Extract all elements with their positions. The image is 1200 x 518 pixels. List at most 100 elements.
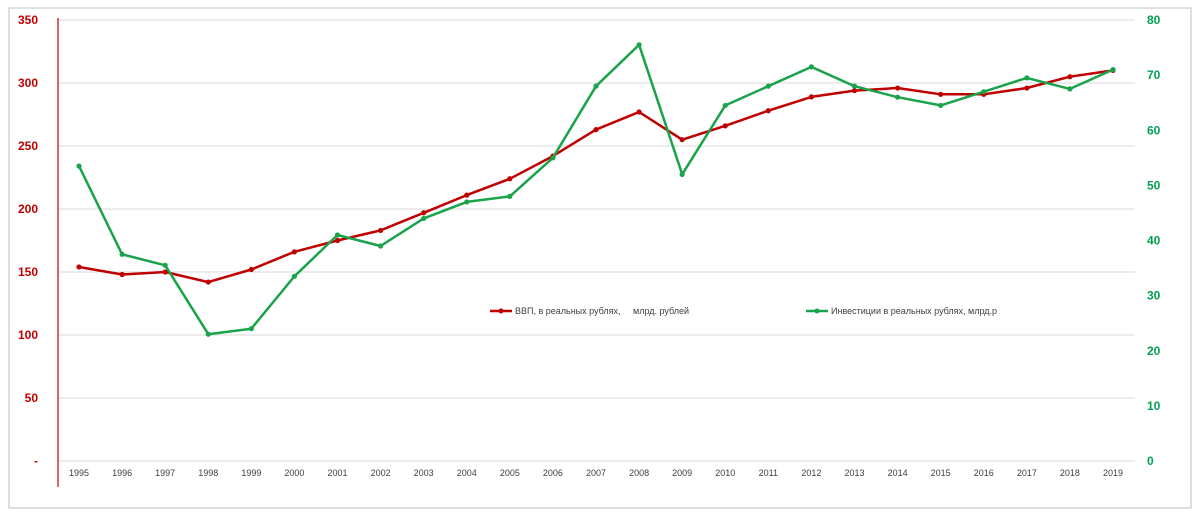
x-axis-tick-label: 2018 <box>1060 468 1080 478</box>
x-axis-tick-label: 2002 <box>371 468 391 478</box>
data-point-gdp <box>291 249 298 255</box>
x-axis-tick-label: 2010 <box>715 468 735 478</box>
left-axis-tick-label: 150 <box>18 265 38 279</box>
x-axis-tick-label: 2007 <box>586 468 606 478</box>
x-axis-tick-label: 1997 <box>155 468 175 478</box>
right-axis-tick-label: 70 <box>1147 68 1161 82</box>
data-point-gdp <box>938 91 944 97</box>
right-axis-tick-label: 10 <box>1147 399 1161 413</box>
data-point-gdp <box>636 109 642 115</box>
data-point-investment <box>636 42 642 48</box>
data-point-investment <box>377 243 384 249</box>
left-axis-tick-label: 250 <box>18 139 38 153</box>
x-axis-tick-label: 2004 <box>457 468 477 478</box>
left-axis-tick-label: - <box>34 454 38 468</box>
data-point-gdp <box>248 266 254 273</box>
data-point-gdp <box>76 264 82 270</box>
chart-frame <box>8 7 1192 509</box>
data-point-investment <box>291 273 298 279</box>
x-axis-tick-label: 2011 <box>759 468 778 478</box>
legend-label-gdp: ВВП, в реальных рублях, млрд. рублей <box>515 306 689 316</box>
legend-marker-gdp <box>498 308 504 314</box>
left-axis-tick-label: 100 <box>18 328 38 342</box>
series <box>76 42 1116 337</box>
x-axis-tick-label: 2016 <box>974 468 994 478</box>
right-axis-tick-label: 40 <box>1147 234 1161 248</box>
x-axis-tick-label: 2005 <box>500 468 520 478</box>
data-point-gdp <box>421 210 427 216</box>
data-point-investment <box>808 64 815 70</box>
data-point-investment <box>1067 86 1073 92</box>
data-point-investment <box>421 215 427 222</box>
data-point-investment <box>894 94 901 100</box>
data-point-gdp <box>1067 74 1073 80</box>
x-axis-tick-label: 2013 <box>844 468 864 478</box>
data-point-gdp <box>205 279 211 285</box>
x-axis-tick-label: 2019 <box>1103 468 1123 478</box>
legend-item-gdp: ВВП, в реальных рублях, млрд. рублей <box>490 306 689 316</box>
gridlines <box>58 19 1135 399</box>
data-point-gdp <box>464 192 470 198</box>
x-axis-tick-label: 2012 <box>801 468 821 478</box>
x-axis-tick-label: 2000 <box>284 468 304 478</box>
x-axis-tick-label: 2017 <box>1017 468 1037 478</box>
data-point-investment <box>938 102 944 109</box>
left-axis-tick-label: 350 <box>18 13 38 27</box>
data-point-investment <box>765 83 771 89</box>
data-point-investment <box>205 331 211 337</box>
legend-item-investment: Инвестиции в реальных рублях, млрд.р <box>806 306 997 316</box>
legend-label-investment: Инвестиции в реальных рублях, млрд.р <box>831 306 997 316</box>
data-point-investment <box>162 262 168 268</box>
data-point-investment <box>1024 75 1030 81</box>
x-axis-tick-label: 1998 <box>198 468 218 478</box>
data-point-gdp <box>679 137 685 143</box>
left-axis-tick-label: 300 <box>18 76 38 90</box>
left-axis-tick-label: 50 <box>25 391 39 405</box>
data-point-investment <box>679 171 685 177</box>
data-point-gdp <box>1024 85 1030 91</box>
data-point-gdp <box>593 127 599 133</box>
x-axis-tick-label: 1996 <box>112 468 132 478</box>
data-point-gdp <box>507 176 513 182</box>
right-axis-tick-label: 60 <box>1147 123 1161 137</box>
data-point-investment <box>981 89 987 95</box>
x-axis-tick-label: 1999 <box>241 468 261 478</box>
data-point-gdp <box>722 123 728 129</box>
axes <box>8 7 1192 509</box>
data-point-investment <box>507 193 513 199</box>
x-axis-tick-label: 2008 <box>629 468 649 478</box>
data-point-gdp <box>162 269 168 275</box>
data-point-investment <box>550 155 556 161</box>
x-axis-tick-label: 2003 <box>414 468 434 478</box>
data-point-gdp <box>894 85 901 91</box>
x-axis-tick-label: 2014 <box>888 468 908 478</box>
legend-marker-investment <box>814 308 820 314</box>
data-point-gdp <box>765 108 771 114</box>
right-axis-tick-label: 50 <box>1147 178 1161 192</box>
data-point-investment <box>76 163 82 169</box>
right-axis-tick-label: 20 <box>1147 344 1161 358</box>
data-point-investment <box>334 232 341 238</box>
x-axis-tick-label: 2015 <box>931 468 951 478</box>
data-point-investment <box>851 83 858 89</box>
data-point-gdp <box>808 94 815 100</box>
x-axis-tick-label: 1995 <box>69 468 89 478</box>
data-point-investment <box>1110 67 1116 73</box>
left-axis-tick-label: 200 <box>18 202 38 216</box>
right-axis-tick-label: 80 <box>1147 13 1161 27</box>
data-point-investment <box>722 102 728 109</box>
data-point-investment <box>464 199 470 205</box>
data-point-investment <box>119 251 125 257</box>
data-point-investment <box>593 83 599 89</box>
data-point-gdp <box>119 271 125 278</box>
data-point-gdp <box>851 87 858 94</box>
data-point-gdp <box>377 227 384 234</box>
right-axis-tick-label: 0 <box>1147 454 1154 468</box>
x-axis-tick-label: 2009 <box>672 468 692 478</box>
legend: ВВП, в реальных рублях, млрд. рублей Инв… <box>490 306 997 316</box>
right-axis-tick-label: 30 <box>1147 289 1161 303</box>
data-point-gdp <box>334 237 341 244</box>
